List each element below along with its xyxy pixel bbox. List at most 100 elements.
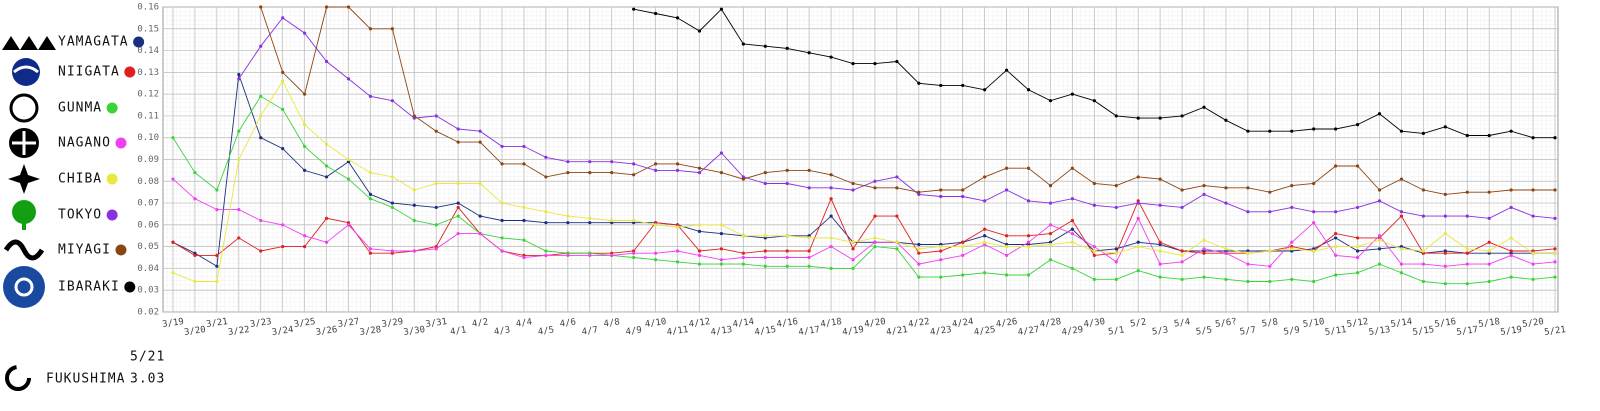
data-point	[939, 249, 943, 253]
data-point	[873, 240, 877, 244]
data-point	[697, 229, 702, 233]
y-tick-label: 0.09	[137, 155, 159, 165]
data-point	[1377, 199, 1382, 203]
data-point	[610, 160, 614, 164]
data-point	[544, 221, 548, 225]
data-point	[895, 59, 899, 64]
data-point	[303, 144, 307, 149]
data-point	[1136, 116, 1140, 120]
data-point	[1509, 129, 1513, 133]
data-point	[1026, 273, 1031, 277]
data-point	[654, 223, 658, 227]
data-point	[1070, 240, 1074, 244]
data-point	[785, 255, 789, 260]
data-point	[1092, 249, 1096, 253]
data-point	[346, 177, 351, 181]
data-point	[434, 114, 438, 118]
data-point	[324, 216, 329, 220]
data-point	[1290, 205, 1294, 210]
y-tick-label: 0.10	[137, 133, 159, 143]
data-point	[1026, 166, 1031, 170]
x-tick-label: 5/9	[1283, 325, 1300, 337]
data-point	[412, 218, 416, 223]
data-point	[1312, 181, 1316, 186]
data-point	[281, 79, 285, 83]
data-point	[1509, 275, 1513, 279]
data-point	[281, 16, 285, 20]
data-point	[259, 114, 263, 118]
data-point	[1070, 266, 1074, 271]
data-point	[500, 218, 504, 223]
x-tick-label: 5/13	[1368, 325, 1391, 338]
data-point	[456, 231, 460, 236]
data-point	[983, 175, 987, 179]
x-tick-label: 5/7	[1239, 325, 1256, 337]
data-point	[303, 31, 307, 35]
legend-icons	[2, 36, 56, 391]
legend-label: NAGANO	[58, 136, 111, 151]
data-point	[1202, 238, 1206, 242]
legend-label: TOKYO	[58, 208, 102, 223]
data-point	[1443, 231, 1447, 236]
data-point	[1136, 175, 1140, 179]
x-tick-label: 4/11	[666, 325, 689, 338]
data-point	[1487, 240, 1491, 244]
data-point	[456, 140, 460, 144]
data-point	[1202, 247, 1206, 251]
data-point	[851, 266, 855, 271]
data-point	[544, 249, 548, 253]
data-point	[1487, 262, 1491, 266]
data-point	[610, 170, 614, 175]
data-point	[697, 166, 702, 170]
data-point	[961, 83, 965, 88]
x-tick-label: 5/1	[1108, 325, 1125, 337]
data-point	[851, 181, 855, 186]
data-point	[566, 253, 570, 257]
data-point	[412, 249, 416, 253]
data-point	[763, 255, 767, 260]
data-point	[1180, 188, 1184, 192]
data-point	[1158, 275, 1162, 279]
data-point	[1268, 249, 1272, 253]
data-point	[807, 264, 811, 268]
data-point	[1355, 164, 1360, 168]
data-point	[259, 5, 263, 9]
data-point	[324, 164, 329, 168]
data-point	[1355, 249, 1360, 253]
data-point	[237, 208, 241, 212]
x-tick-label: 4/7	[581, 325, 598, 337]
data-point	[1355, 245, 1360, 249]
data-point	[1246, 210, 1250, 214]
legend-swatch	[133, 36, 145, 48]
data-point	[654, 258, 658, 262]
data-point	[1443, 125, 1447, 129]
data-point	[237, 236, 241, 240]
data-point	[566, 160, 570, 164]
x-tick-label: 4/19	[842, 325, 865, 338]
data-point	[873, 236, 877, 240]
data-point	[1092, 99, 1096, 103]
data-point	[1180, 114, 1184, 118]
x-tick-label: 3/21	[206, 317, 229, 330]
legend-label: MIYAGI	[58, 243, 111, 258]
data-point	[1026, 234, 1031, 238]
data-point	[895, 175, 899, 179]
data-point	[303, 92, 307, 96]
data-point	[1136, 216, 1140, 220]
data-point	[193, 279, 197, 284]
data-point	[675, 249, 680, 253]
data-point	[719, 151, 724, 155]
data-point	[1004, 253, 1009, 257]
data-point	[675, 225, 680, 229]
data-point	[961, 240, 965, 244]
x-tick-label: 4/25	[973, 325, 996, 338]
legend-swatch	[106, 209, 118, 221]
data-point	[368, 247, 373, 251]
data-point	[1224, 201, 1228, 205]
data-point	[961, 245, 965, 249]
data-point	[697, 262, 702, 266]
legend-label: NIIGATA	[58, 65, 120, 80]
data-point	[1553, 260, 1557, 264]
x-tick-label: 4/9	[625, 325, 642, 337]
data-point	[1158, 203, 1162, 207]
